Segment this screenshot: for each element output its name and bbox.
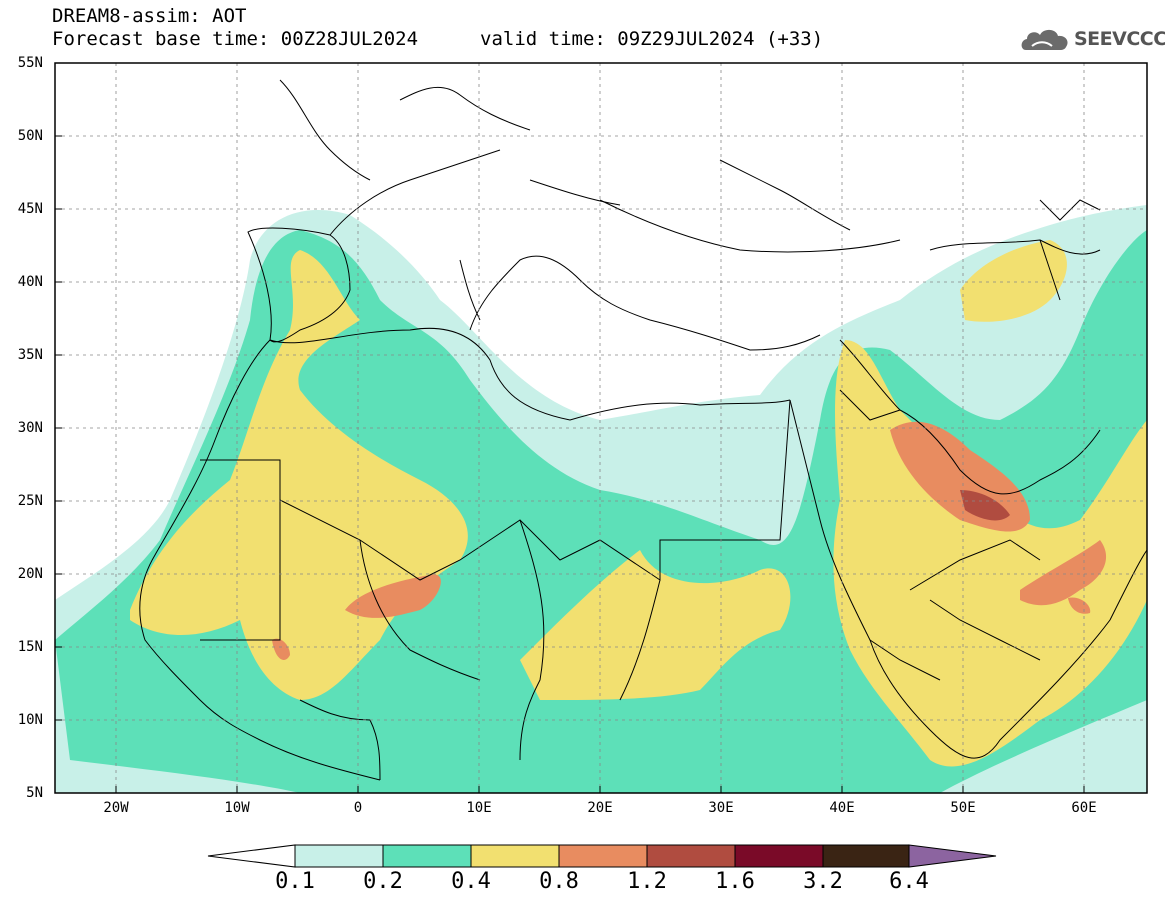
aot-band-08b bbox=[345, 574, 441, 618]
colorbar-label: 0.8 bbox=[539, 869, 579, 894]
lat-label: 35N bbox=[17, 347, 43, 363]
lon-label: 60E bbox=[1071, 800, 1097, 816]
colorbar-label: 0.2 bbox=[363, 869, 403, 894]
aot-fields bbox=[55, 205, 1147, 793]
lon-label: 10E bbox=[466, 800, 492, 816]
lat-label: 40N bbox=[17, 274, 43, 290]
lon-label: 40E bbox=[829, 800, 855, 816]
lon-label: 0 bbox=[353, 800, 363, 816]
lat-label: 55N bbox=[17, 55, 43, 71]
lon-label: 20E bbox=[587, 800, 613, 816]
valid-time: valid time: 09Z29JUL2024 (+33) bbox=[480, 28, 824, 50]
lat-label: 20N bbox=[17, 566, 43, 582]
lon-label: 50E bbox=[950, 800, 976, 816]
lat-label: 30N bbox=[17, 420, 43, 436]
aot-band-08e bbox=[1068, 597, 1091, 614]
forecast-base-time: Forecast base time: 00Z28JUL2024 bbox=[52, 28, 419, 50]
aot-band-04b bbox=[520, 550, 791, 700]
lat-label: 5N bbox=[26, 785, 43, 801]
lat-label: 10N bbox=[17, 712, 43, 728]
colorbar-label: 0.1 bbox=[275, 869, 315, 894]
colorbar-label: 1.2 bbox=[627, 869, 667, 894]
lat-label: 50N bbox=[17, 128, 43, 144]
coastlines bbox=[139, 79, 1147, 781]
gridlines bbox=[55, 63, 1147, 793]
aot-band-04d bbox=[960, 240, 1067, 322]
colorbar-label: 6.4 bbox=[889, 869, 929, 894]
cloud-icon bbox=[1021, 29, 1068, 50]
lon-label: 20W bbox=[103, 800, 129, 816]
lon-label: 10W bbox=[224, 800, 250, 816]
lat-label: 45N bbox=[17, 201, 43, 217]
colorbar-label: 3.2 bbox=[803, 869, 843, 894]
logo-text: SEEVCCC bbox=[1074, 28, 1165, 50]
aot-band-12 bbox=[960, 490, 1010, 521]
colorbar-label: 1.6 bbox=[715, 869, 755, 894]
lat-label: 15N bbox=[17, 639, 43, 655]
map-title: DREAM8-assim: AOT bbox=[52, 5, 247, 27]
lon-label: 30E bbox=[708, 800, 734, 816]
aot-band-08c bbox=[1020, 540, 1107, 606]
colorbar-label: 0.4 bbox=[451, 869, 491, 894]
lat-label: 25N bbox=[17, 493, 43, 509]
seevccc-logo: SEEVCCC bbox=[1018, 24, 1165, 56]
aot-band-08d bbox=[272, 638, 290, 660]
axis-ticks bbox=[55, 62, 1085, 794]
